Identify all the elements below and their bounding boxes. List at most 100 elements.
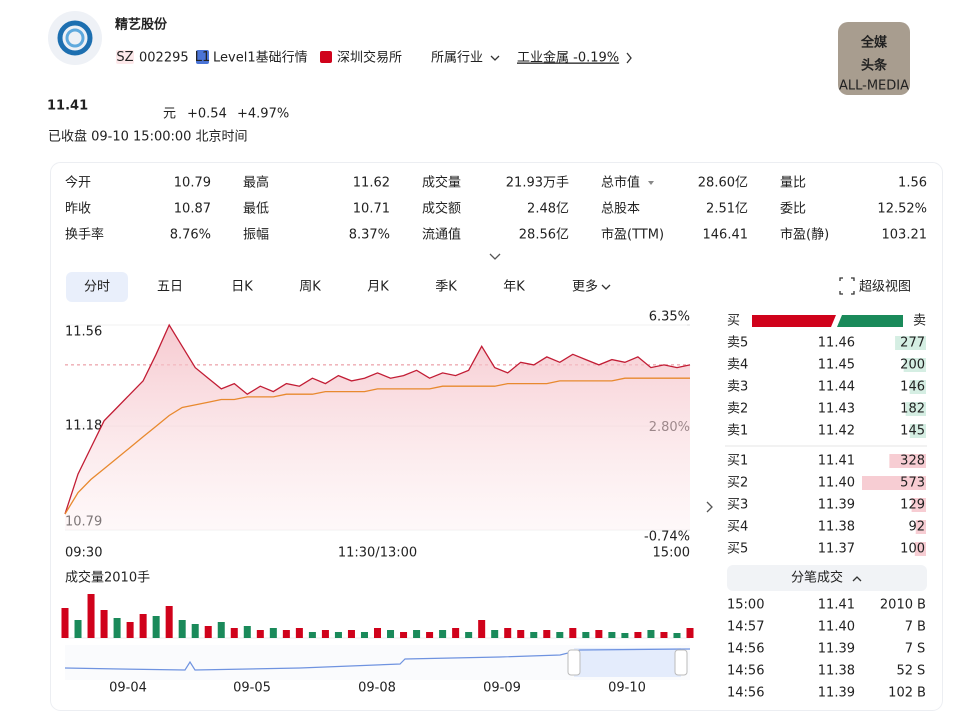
volume-bar: [491, 630, 499, 638]
industry[interactable]: 工业金属 -0.19%: [517, 50, 619, 66]
trade-price: 11.39: [818, 642, 855, 657]
buy-label: 买: [727, 314, 740, 329]
dropdown-icon[interactable]: [601, 284, 611, 290]
trade-side: B: [917, 620, 926, 635]
trade-price: 11.41: [818, 598, 855, 613]
fullscreen-icon[interactable]: [839, 277, 855, 295]
trade-volume: 102: [888, 686, 913, 701]
volume-bar: [243, 626, 251, 638]
level-label: 买2: [727, 476, 748, 491]
stock-code: 002295: [139, 51, 189, 66]
volume-bar: [413, 630, 421, 638]
volume-bar: [347, 630, 355, 638]
minimap-handle[interactable]: [567, 649, 581, 676]
volume-bar: [178, 620, 186, 638]
tab[interactable]: 日K: [231, 280, 253, 295]
tab[interactable]: 周K: [299, 280, 321, 295]
minimap-handle[interactable]: [674, 649, 688, 676]
minimap-label: 09-08: [358, 681, 396, 696]
price-area: [65, 325, 690, 530]
media-logo-text: 全媒: [860, 35, 888, 51]
logo-ring: [65, 28, 85, 48]
minimap-window: [574, 648, 681, 677]
level-label: 卖5: [727, 336, 748, 351]
stat-label: 今开: [65, 175, 91, 191]
stat-label: 流通值: [422, 227, 461, 243]
dropdown-icon[interactable]: [648, 181, 654, 185]
volume-bar: [165, 606, 173, 638]
trades-title-bg[interactable]: [727, 565, 927, 591]
stat-label: 量比: [780, 176, 806, 191]
tab[interactable]: 月K: [367, 280, 389, 295]
minimap-line: [64, 648, 691, 671]
minimap-label: 09-05: [233, 681, 271, 696]
volume-bar: [621, 633, 629, 638]
market-badge-text: SZ: [116, 50, 133, 65]
volume-bar: [282, 630, 290, 638]
trade-time: 14:57: [727, 620, 764, 635]
volume-bar: [230, 628, 238, 638]
volume-bar: [74, 620, 82, 638]
stat-label: 委比: [780, 202, 806, 217]
trades-title[interactable]: 分笔成交: [791, 570, 843, 586]
tab[interactable]: 年K: [503, 280, 525, 295]
x-tick-label: 09:30: [65, 546, 102, 561]
dropdown-icon[interactable]: [490, 55, 500, 61]
chevron[interactable]: [626, 52, 632, 64]
depth-bar: [915, 520, 926, 534]
stat-label: 市盈(TTM): [601, 227, 664, 243]
y-tick-label: 11.56: [65, 325, 102, 340]
y2-tick-label: 6.35%: [649, 310, 690, 325]
collapse-icon[interactable]: [852, 576, 862, 582]
volume-bar: [426, 632, 434, 638]
x-tick-label: 15:00: [653, 546, 690, 561]
media-logo: [838, 22, 910, 95]
level-label: 买4: [727, 520, 748, 535]
volume-bar: [360, 632, 368, 638]
expand-icon[interactable]: [489, 253, 501, 260]
buy-bar: [752, 315, 836, 327]
level: Level1基础行情: [213, 51, 308, 66]
price-line: [64, 323, 691, 515]
level-price: 11.39: [818, 498, 855, 513]
stat-value: 8.76%: [170, 228, 211, 243]
level-volume: 328: [900, 454, 925, 469]
level-label: 买5: [727, 542, 748, 557]
collapse-icon[interactable]: [706, 501, 713, 513]
depth-bar: [905, 402, 926, 416]
level-price: 11.45: [818, 358, 855, 373]
stat-value: 28.60亿: [698, 176, 748, 191]
trade-side: B: [917, 598, 926, 613]
stat-label: 振幅: [243, 228, 269, 243]
stat-label: 成交量: [422, 175, 461, 191]
level-badge-text: L1: [195, 50, 211, 65]
volume-bar: [126, 622, 134, 638]
level-volume: 200: [900, 358, 925, 373]
volume-bar: [660, 632, 668, 638]
super-view[interactable]: 超级视图: [859, 280, 911, 295]
trade-side: B: [917, 686, 926, 701]
level-price: 11.43: [818, 402, 855, 417]
tab[interactable]: 分时: [84, 280, 110, 295]
industry-label[interactable]: 所属行业: [431, 51, 483, 66]
tab[interactable]: 季K: [435, 280, 457, 295]
volume-bar: [308, 632, 316, 638]
level-price: 11.41: [818, 454, 855, 469]
tab[interactable]: 更多: [572, 279, 598, 295]
market-badge: [116, 50, 134, 64]
volume-bar: [439, 630, 447, 638]
price-unit: 元: [163, 107, 176, 122]
level-label: 卖1: [727, 424, 748, 439]
tab[interactable]: 五日: [157, 280, 183, 295]
trade-price: 11.40: [818, 620, 855, 635]
volume-bar: [217, 622, 225, 638]
minimap-label: 09-09: [483, 681, 521, 696]
trade-price: 11.39: [818, 686, 855, 701]
depth-bar: [911, 498, 926, 512]
stat-value: 10.87: [174, 202, 211, 217]
level-volume: 277: [900, 336, 925, 351]
trade-side: S: [917, 664, 925, 679]
volume-bar: [634, 632, 642, 638]
